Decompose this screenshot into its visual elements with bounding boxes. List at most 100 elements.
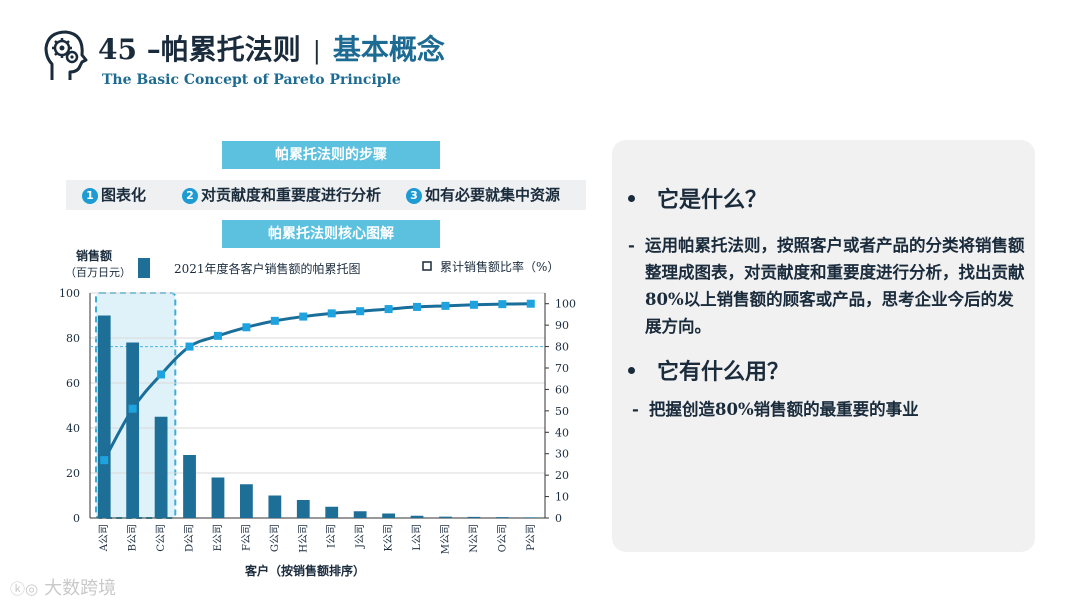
legend-line-marker xyxy=(422,261,432,271)
question-what-text: 它是什么？ xyxy=(657,187,768,213)
bar xyxy=(154,416,168,518)
core-banner: 帕累托法则核心图解 xyxy=(222,220,440,248)
step-3-label: 如有必要就集中资源 xyxy=(425,186,561,204)
category-label: N公司 xyxy=(469,524,480,553)
chart-ylabel-line1: 销售额 xyxy=(76,248,112,263)
category-label: H公司 xyxy=(298,524,309,553)
cumulative-marker xyxy=(185,342,194,351)
steps-bar: 1 图表化 2 对贡献度和重要度进行分析 3 如有必要就集中资源 xyxy=(66,180,586,210)
step-1: 1 图表化 xyxy=(82,180,146,210)
steps-banner: 帕累托法则的步骤 xyxy=(222,141,440,169)
category-label: G公司 xyxy=(270,524,281,552)
step-2-number: 2 xyxy=(182,188,198,204)
cumulative-line xyxy=(102,302,531,461)
answer-use-dash: - xyxy=(632,400,639,419)
right-tick-label: 10 xyxy=(555,491,569,504)
head-gears-icon xyxy=(44,30,88,80)
step-1-label: 图表化 xyxy=(101,186,147,204)
answer-use: - 把握创造80%销售额的最重要的事业 xyxy=(632,396,1022,426)
category-label: C公司 xyxy=(156,524,167,552)
category-label: D公司 xyxy=(185,524,196,552)
info-panel: 它是什么？ - 运用帕累托法则，按照客户或者产品的分类将销售额整理成图表，对贡献… xyxy=(612,140,1035,552)
page-title: 45 –帕累托法则 | 基本概念 xyxy=(98,30,445,71)
left-tick-label: 80 xyxy=(66,332,80,345)
cumulative-marker xyxy=(356,307,365,316)
step-1-number: 1 xyxy=(82,188,98,204)
step-3: 3 如有必要就集中资源 xyxy=(406,180,560,210)
right-tick-label: 20 xyxy=(555,469,569,482)
cumulative-marker xyxy=(242,323,251,332)
question-what: 它是什么？ xyxy=(628,182,767,214)
chart-xlabel: 客户（按销售额排序） xyxy=(244,563,365,578)
category-label: L公司 xyxy=(412,524,423,551)
cumulative-marker xyxy=(526,299,535,308)
cumulative-marker xyxy=(327,309,336,318)
bar xyxy=(126,342,140,518)
bar xyxy=(410,515,424,518)
category-label: K公司 xyxy=(384,524,395,551)
cumulative-marker xyxy=(498,300,507,309)
title-main: 45 –帕累托法则 xyxy=(98,33,301,66)
answer-what: - 运用帕累托法则，按照客户或者产品的分类将销售额整理成图表，对贡献度和重要度进… xyxy=(628,232,1026,344)
category-label: E公司 xyxy=(213,524,224,551)
bar xyxy=(325,506,339,518)
step-2: 2 对贡献度和重要度进行分析 xyxy=(182,180,381,210)
left-tick-label: 40 xyxy=(66,422,80,435)
cumulative-marker xyxy=(441,301,450,310)
cumulative-marker xyxy=(213,331,222,340)
chart-ylabel-line2: （百万日元） xyxy=(65,266,131,279)
watermark-text: 大数跨境 xyxy=(44,578,117,599)
right-tick-label: 60 xyxy=(555,383,569,396)
right-tick-label: 90 xyxy=(555,319,569,332)
cumulative-marker xyxy=(469,300,478,309)
category-label: A公司 xyxy=(99,524,110,552)
cumulative-marker xyxy=(128,404,137,413)
step-3-number: 3 xyxy=(406,188,422,204)
bar xyxy=(382,513,395,518)
right-tick-label: 0 xyxy=(555,512,562,525)
step-2-label: 对贡献度和重要度进行分析 xyxy=(201,186,382,204)
category-label: O公司 xyxy=(497,524,508,552)
category-label: P公司 xyxy=(526,524,537,551)
category-label: I公司 xyxy=(327,524,338,548)
header: 45 –帕累托法则 | 基本概念 The Basic Concept of Pare… xyxy=(40,26,640,96)
left-tick-label: 20 xyxy=(66,467,80,480)
legend-bar-swatch xyxy=(138,258,150,278)
question-use-text: 它有什么用？ xyxy=(657,359,790,385)
category-label: M公司 xyxy=(440,524,451,554)
answer-use-text: 把握创造80%销售额的最重要的事业 xyxy=(649,400,919,419)
right-tick-label: 50 xyxy=(555,405,569,418)
cumulative-marker xyxy=(270,316,279,325)
left-tick-label: 0 xyxy=(73,512,80,525)
bar xyxy=(97,315,111,518)
category-label: J公司 xyxy=(355,524,366,549)
bar xyxy=(467,516,481,518)
category-label: B公司 xyxy=(128,524,139,551)
cumulative-marker xyxy=(157,370,166,379)
cumulative-marker xyxy=(299,312,308,321)
title-subtitle-cn: 基本概念 xyxy=(332,33,445,66)
pareto-chart: 销售额 （百万日元） 2021年度各客户销售额的帕累托图 累计销售额比率（%） … xyxy=(59,248,576,578)
answer-what-dash: - xyxy=(628,236,635,255)
cumulative-marker xyxy=(384,305,393,314)
bullet-dot xyxy=(628,195,635,202)
subtitle-en: The Basic Concept of Pareto Principle xyxy=(102,72,401,88)
watermark: ⓚ◎ 大数跨境 xyxy=(10,574,116,600)
bar xyxy=(353,511,367,518)
chart-title: 2021年度各客户销售额的帕累托图 xyxy=(174,261,361,276)
right-tick-label: 100 xyxy=(555,298,576,311)
bar xyxy=(524,517,538,518)
watermark-logo-icon: ⓚ◎ xyxy=(10,580,39,598)
right-tick-label: 40 xyxy=(555,426,569,439)
right-tick-label: 70 xyxy=(555,362,569,375)
left-tick-label: 60 xyxy=(66,377,80,390)
left-tick-label: 100 xyxy=(59,287,80,300)
bullet-dot xyxy=(628,367,635,374)
bar xyxy=(439,516,452,518)
bar xyxy=(495,517,509,518)
title-separator: | xyxy=(312,37,321,65)
bar xyxy=(211,477,225,518)
legend-line-label: 累计销售额比率（%） xyxy=(440,259,559,274)
bar xyxy=(240,484,253,518)
right-tick-label: 30 xyxy=(555,448,569,461)
